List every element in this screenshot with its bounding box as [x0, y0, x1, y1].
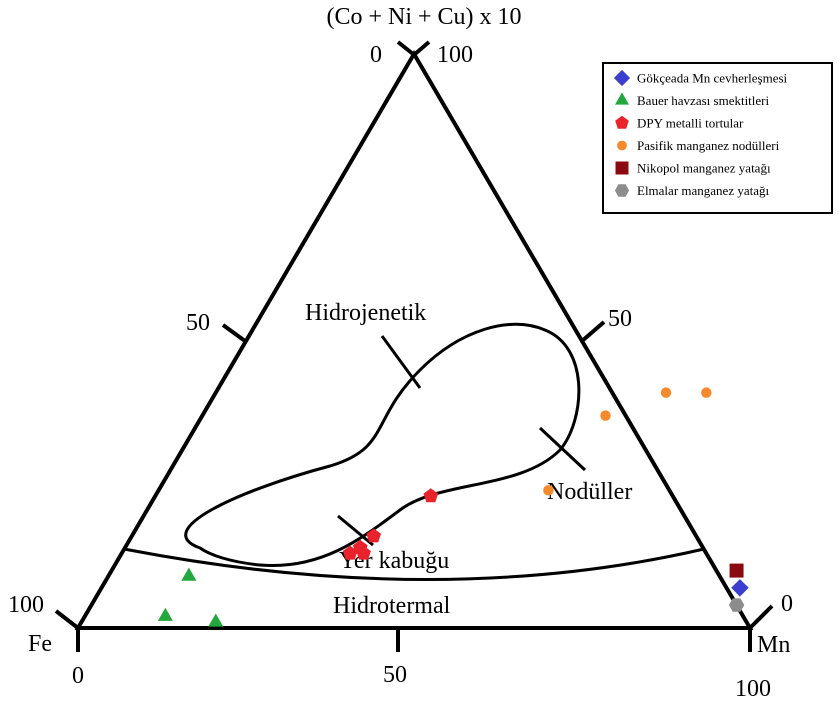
- legend-marker-diamond: [613, 69, 631, 87]
- tick-label-left-mid: 50: [186, 310, 210, 336]
- tick-right-mid: [580, 320, 606, 343]
- legend-marker-triangle: [615, 92, 629, 105]
- tick-top-right: [413, 40, 431, 56]
- tick-label-right-bottom: 0: [781, 591, 793, 617]
- legend-marker-pentagon: [615, 115, 629, 129]
- field-label-hydrogenetic: Hidrojenetik: [305, 300, 426, 326]
- apex-label-left: Fe: [28, 631, 52, 657]
- legend: Gökçeada Mn cevherleşmesi Bauer havzası s…: [602, 62, 833, 214]
- hydrogenetic-field-outline: [184, 322, 581, 568]
- field-label-nodules: Nodüller: [547, 479, 632, 505]
- data-point-pentagon-2-1: [366, 528, 381, 543]
- tick-label-top-left: 0: [370, 42, 382, 68]
- data-point-pentagon-2-0: [423, 488, 439, 503]
- tick-label-left-bottom: 100: [8, 592, 44, 618]
- tick-label-bottom-left: 0: [72, 663, 84, 689]
- legend-marker-circle: [617, 140, 627, 151]
- data-point-triangle-1-2: [208, 613, 224, 627]
- data-point-pentagon-2-3: [356, 545, 371, 560]
- tick-label-top-right: 100: [437, 42, 473, 68]
- legend-label: DPY metalli tortular: [637, 116, 744, 131]
- legend-label: Pasifik manganez nodülleri: [637, 138, 780, 153]
- data-point-square-4-0: [729, 563, 744, 578]
- legend-box: [602, 62, 833, 214]
- tick-label-bottom-right: 100: [735, 676, 771, 701]
- crust-leader: [337, 514, 374, 547]
- data-point-diamond-0-0: [731, 579, 749, 597]
- data-point-triangle-1-1: [157, 607, 173, 621]
- legend-marker-square: [615, 161, 629, 175]
- legend-label: Gökçeada Mn cevherleşmesi: [637, 71, 788, 86]
- hydrothermal-boundary: [123, 547, 705, 581]
- apex-label-right: Mn: [757, 632, 790, 658]
- tick-left-bottom: [54, 609, 80, 630]
- data-point-circle-3-1: [701, 387, 712, 398]
- hydrogenetic-leader: [380, 335, 422, 389]
- data-point-circle-3-3: [543, 484, 554, 496]
- apex-label-top: (Co + Ni + Cu) x 10: [326, 4, 521, 30]
- data-point-circle-3-0: [660, 387, 672, 398]
- tick-left-mid: [221, 323, 247, 343]
- tick-top-left: [396, 40, 415, 56]
- nodules-leader: [538, 426, 587, 472]
- legend-label: Elmalar manganez yatağı: [637, 183, 769, 198]
- legend-label: Bauer havzası smektitleri: [637, 93, 770, 108]
- tick-label-right-mid: 50: [608, 306, 632, 332]
- field-label-hydrothermal: Hidrotermal: [333, 593, 451, 619]
- data-point-pentagon-2-4: [342, 545, 358, 560]
- data-point-circle-3-2: [600, 410, 611, 421]
- tick-label-bottom-mid: 50: [383, 662, 407, 688]
- legend-label: Nikopol manganez yatağı: [637, 161, 771, 176]
- data-point-triangle-1-0: [181, 567, 197, 581]
- legend-marker-hexagon: [614, 184, 630, 197]
- data-point-hexagon-5-0: [728, 598, 745, 612]
- tick-right-bottom: [748, 604, 774, 630]
- data-markers: [157, 387, 749, 627]
